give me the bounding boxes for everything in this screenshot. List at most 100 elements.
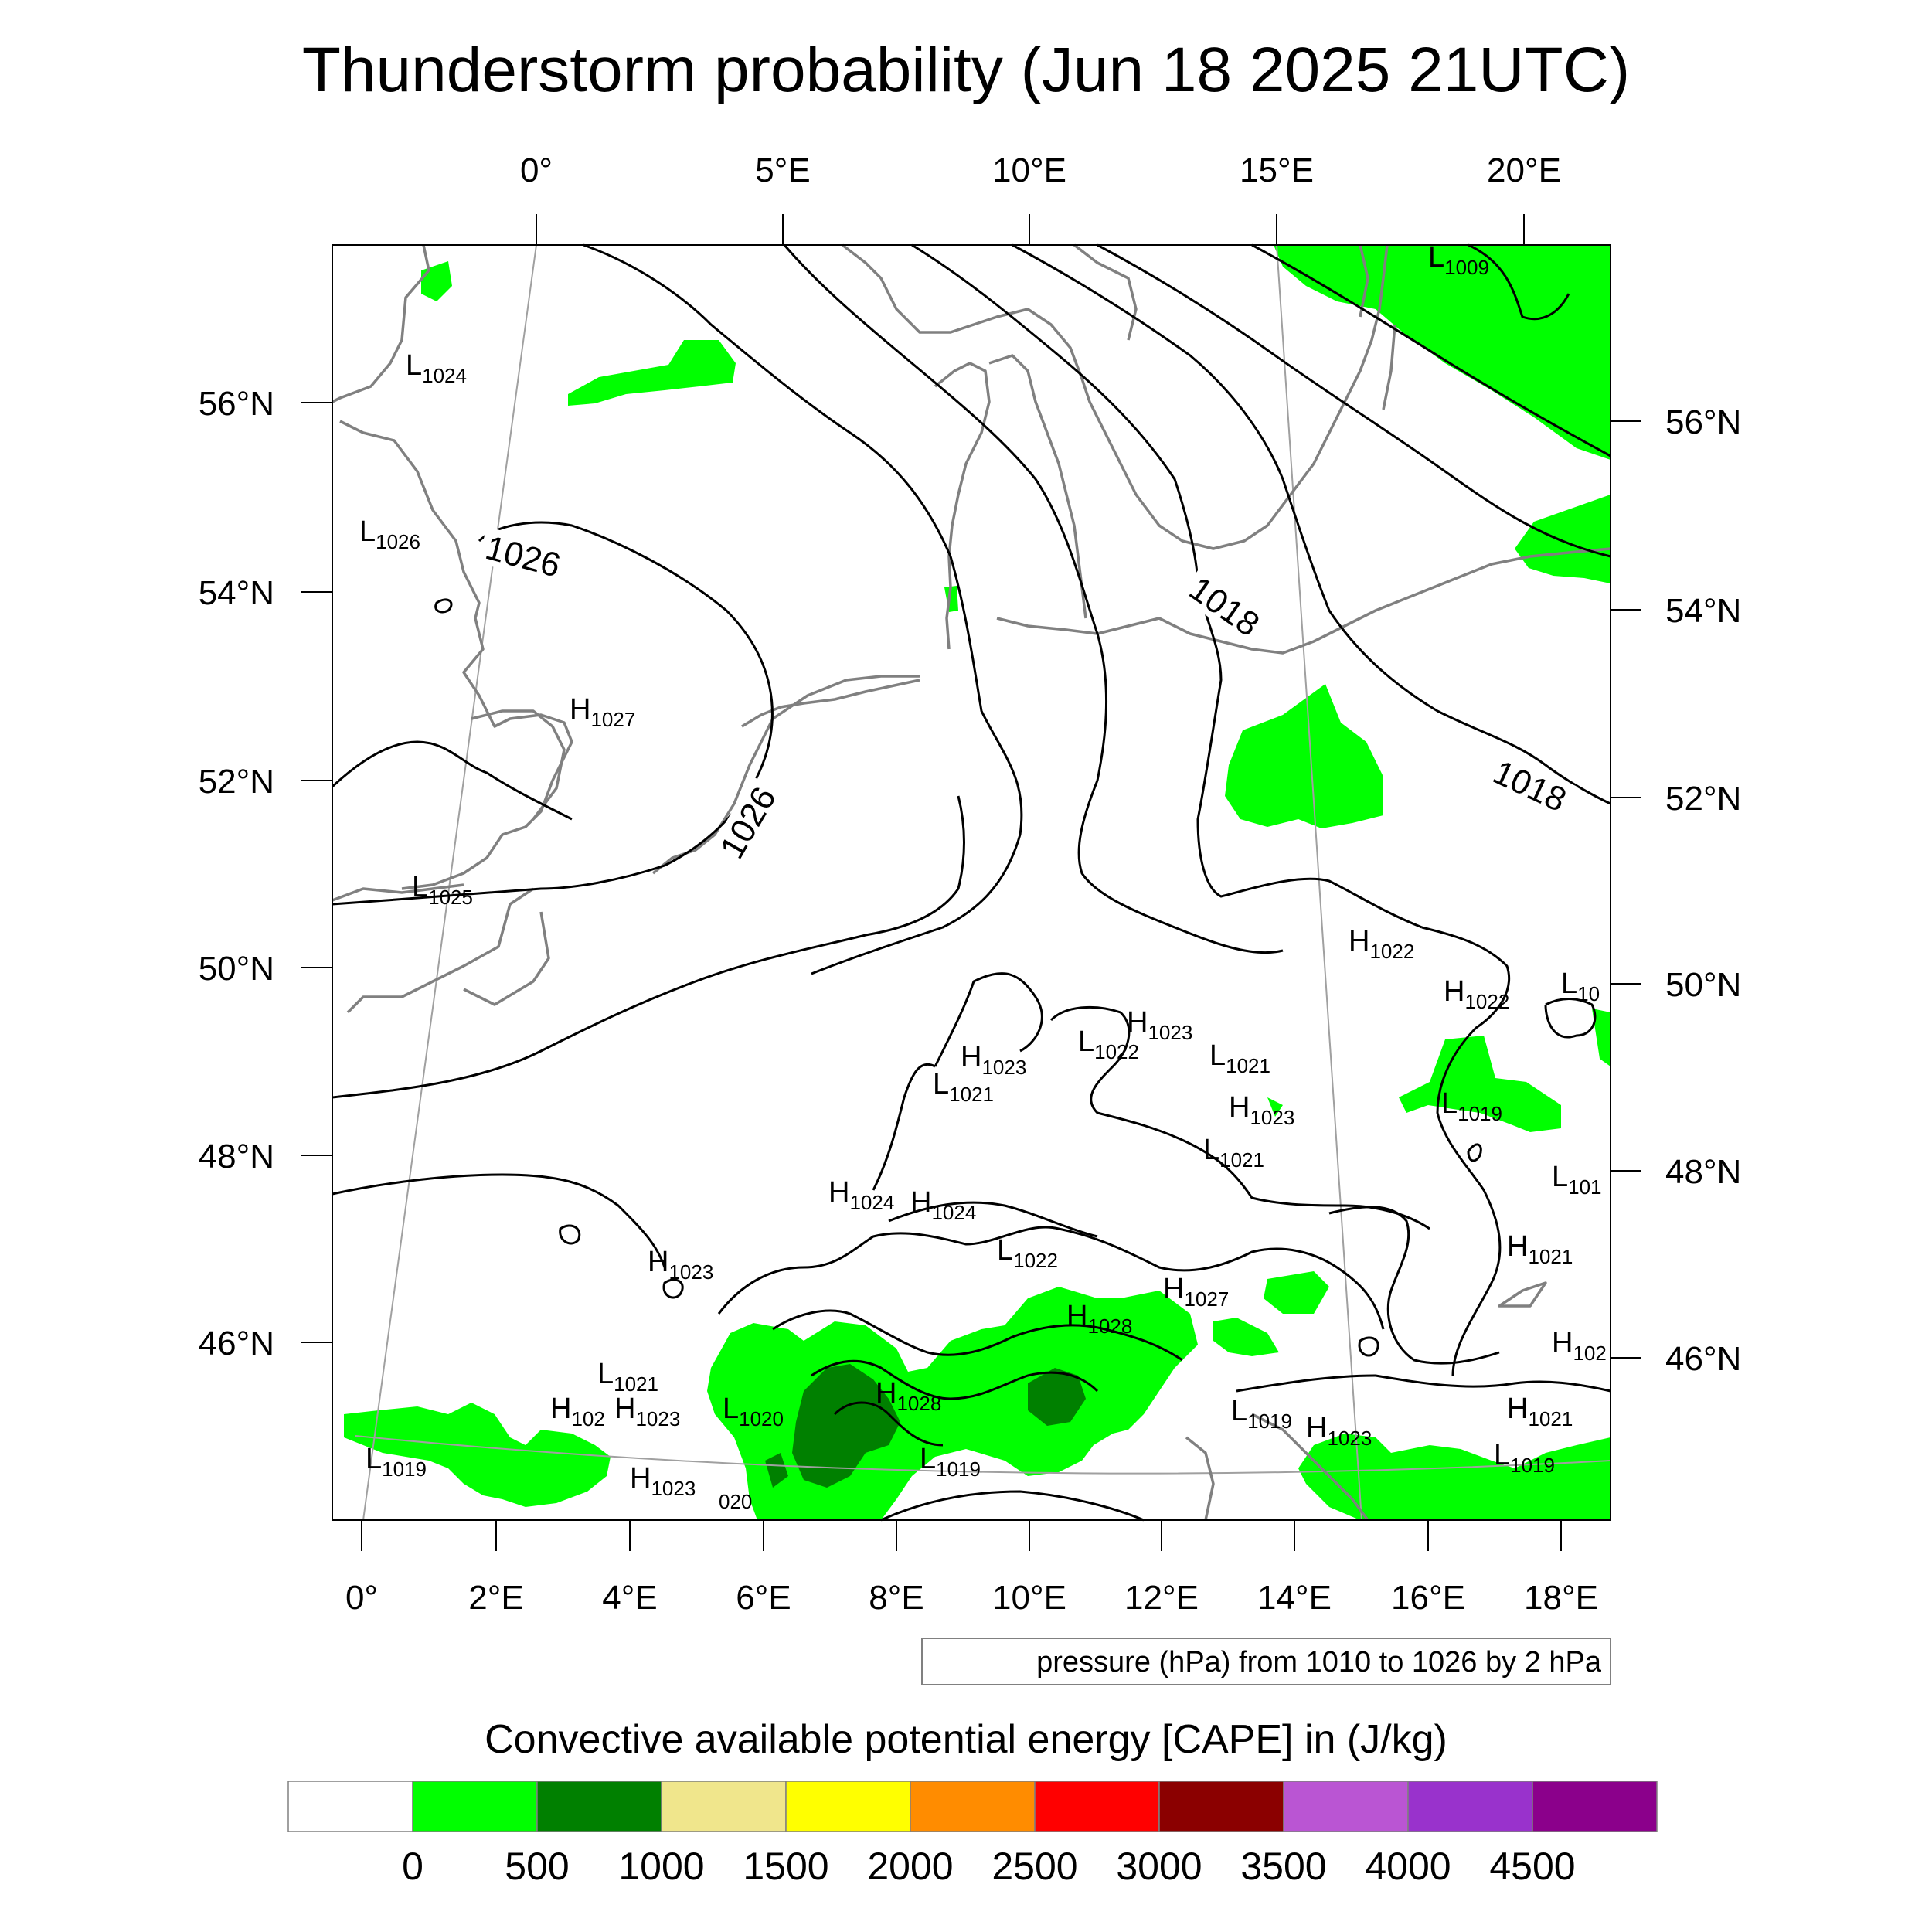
pressure-center-type: L — [412, 871, 428, 903]
pressure-center-label: L1021 — [1203, 1134, 1264, 1172]
pressure-center-label: H1023 — [630, 1462, 696, 1500]
pressure-center-value: 1022 — [1369, 940, 1414, 963]
pressure-center-value: 1022 — [1464, 990, 1509, 1013]
coastlines — [332, 243, 1611, 1522]
pressure-center-type: L — [1428, 241, 1444, 274]
graticule-meridian-15e — [1276, 244, 1362, 1521]
pressure-center-type: L — [1561, 968, 1577, 1000]
cape-region-alps-core-2 — [1028, 1368, 1086, 1426]
cape-region-alps-core-1 — [792, 1364, 900, 1488]
colorbar-tick-label: 1500 — [743, 1845, 828, 1888]
border-france-south — [463, 911, 550, 1006]
coast-scotland — [332, 244, 573, 890]
graticule — [355, 244, 1611, 1521]
pressure-center-value: 1009 — [1444, 256, 1489, 279]
pressure-center-value: 1027 — [1184, 1287, 1229, 1311]
isobar-1022 — [332, 795, 965, 1099]
isobars — [331, 243, 1611, 1522]
colorbar-swatch — [661, 1781, 787, 1832]
pressure-center-type: L — [1231, 1395, 1247, 1427]
pressure-center-label: L1019 — [1231, 1395, 1292, 1433]
cape-region-france-south — [344, 1403, 611, 1507]
colorbar-tick-label: 1000 — [618, 1845, 704, 1888]
coast-italy-north — [1185, 1436, 1215, 1521]
isobar-small-1 — [434, 598, 453, 614]
coast-denmark-east — [988, 354, 1087, 619]
isobar-1018-north — [783, 244, 1284, 954]
map-frame — [332, 244, 1611, 1521]
pressure-center-type: H — [828, 1176, 849, 1209]
isobar-1014 — [1097, 243, 1611, 558]
isobar-central-5 — [888, 1201, 1098, 1238]
pressure-center-label: L1020 — [723, 1393, 784, 1430]
bottom-axis-label: 6°E — [736, 1579, 791, 1617]
pressure-center-value: 1024 — [422, 364, 467, 387]
pressure-center-label: L1022 — [1078, 1026, 1139, 1063]
right-axis-label: 52°N — [1665, 780, 1741, 818]
top-axis-label: 5°E — [755, 151, 810, 189]
pressure-center-value: 1021 — [1219, 1148, 1264, 1172]
isobar-label-bg-2 — [709, 776, 785, 869]
colorbar-title: Convective available potential energy [C… — [485, 1717, 1447, 1762]
pressure-center-label: L1021 — [1209, 1039, 1270, 1077]
graticule-parallel-45n — [355, 1435, 1611, 1475]
top-axis: 0° 5°E 10°E 15°E 20°E — [520, 151, 1561, 245]
pressure-center-label: H1028 — [1066, 1300, 1132, 1338]
bottom-axis-label: 4°E — [602, 1579, 657, 1617]
bottom-axis-label: 8°E — [869, 1579, 923, 1617]
pressure-note-box — [921, 1638, 1611, 1685]
pressure-center-value: 1019 — [936, 1458, 981, 1481]
pressure-center-value: 1021 — [614, 1372, 658, 1396]
cape-region-poland — [1225, 684, 1383, 828]
cape-region-baltic-north — [1274, 245, 1611, 460]
isobar-east-2 — [1544, 998, 1597, 1039]
colorbar-tick-label: 2500 — [992, 1845, 1077, 1888]
coast-east-anglia — [471, 709, 566, 821]
pressure-center-type: H — [1507, 1230, 1528, 1263]
pressure-center-type: L — [597, 1358, 614, 1390]
pressure-center-label: H1023 — [961, 1041, 1026, 1079]
cape-region-austria — [1267, 1097, 1283, 1117]
pressure-center-type: L — [723, 1393, 739, 1425]
pressure-center-type: L — [366, 1443, 382, 1475]
pressure-center-label: L1019 — [1494, 1439, 1555, 1477]
pressure-center-type: L — [1078, 1026, 1094, 1058]
colorbar-swatch — [536, 1781, 662, 1832]
pressure-center-value: 101 — [1568, 1175, 1601, 1199]
pressure-center-value: 1022 — [1013, 1249, 1058, 1272]
coast-sweden — [841, 243, 1389, 550]
pressure-center-type: H — [1306, 1412, 1327, 1444]
cape-region-baltic-coast — [1515, 495, 1611, 583]
isobar-small-5 — [1358, 1336, 1379, 1357]
pressure-center-label: H102 — [550, 1393, 605, 1430]
pressure-center-type: H — [876, 1377, 896, 1410]
pressure-center-type: H — [1229, 1091, 1250, 1124]
pressure-center-type: L — [1209, 1039, 1226, 1072]
coast-netherlands — [741, 679, 920, 728]
pressure-center-label: L101 — [1552, 1161, 1602, 1199]
pressure-center-type: L — [406, 349, 422, 382]
pressure-center-type: L — [920, 1443, 936, 1475]
map-background — [332, 245, 1611, 1520]
colorbar-tick-label: 3500 — [1240, 1845, 1326, 1888]
pressure-center-value: 1019 — [1247, 1410, 1292, 1433]
isobar-1010 — [1468, 243, 1570, 321]
pressure-center-value: 1023 — [651, 1477, 696, 1500]
isobar-alps-3 — [811, 1359, 1099, 1400]
pressure-center-label: L1022 — [997, 1234, 1058, 1272]
pressure-center-type: H — [910, 1186, 931, 1219]
pressure-center-value: 1022 — [1094, 1040, 1139, 1063]
pressure-center-type: L — [997, 1234, 1013, 1267]
pressure-center-label: H1022 — [1444, 975, 1509, 1013]
left-axis-label: 50°N — [199, 950, 274, 988]
pressure-center-type: L — [1552, 1161, 1568, 1193]
pressure-center-label: H102 — [1552, 1327, 1607, 1365]
pressure-center-label: H1027 — [570, 693, 635, 731]
pressure-centers: L1009L1024L1026H1027L1025H1022H1022L10H1… — [359, 241, 1607, 1500]
pressure-center-type: H — [550, 1393, 571, 1425]
pressure-center-label: H1024 — [910, 1186, 976, 1224]
pressure-center-value: 102 — [571, 1407, 604, 1430]
cape-region-east-edge — [1592, 1009, 1611, 1066]
pressure-center-label: L1021 — [933, 1068, 994, 1106]
